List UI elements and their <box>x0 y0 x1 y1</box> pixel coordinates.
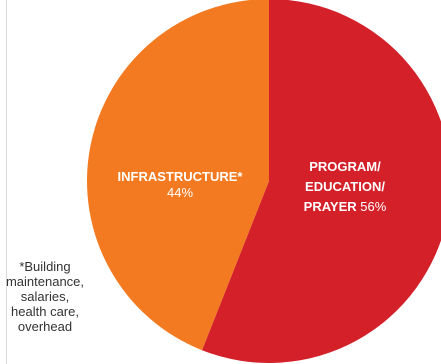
slice-label-line: PRAYER 56% <box>304 199 387 214</box>
slice-label-2: INFRASTRUCTURE*44% <box>118 169 244 200</box>
slice-label-1: PROGRAM/EDUCATION/PRAYER 56% <box>304 159 387 214</box>
slice-percent: 44% <box>167 185 193 200</box>
slice-label-line: INFRASTRUCTURE* <box>118 169 244 184</box>
slice-label-line: PROGRAM/ <box>309 159 381 174</box>
footnote-text: *Building maintenance, salaries, health … <box>5 259 85 334</box>
left-divider <box>6 0 7 364</box>
pie-slice-1 <box>202 0 441 363</box>
pie-slice-2 <box>87 0 269 351</box>
slice-label-line: EDUCATION/ <box>305 179 385 194</box>
slice-percent: 56% <box>360 199 386 214</box>
